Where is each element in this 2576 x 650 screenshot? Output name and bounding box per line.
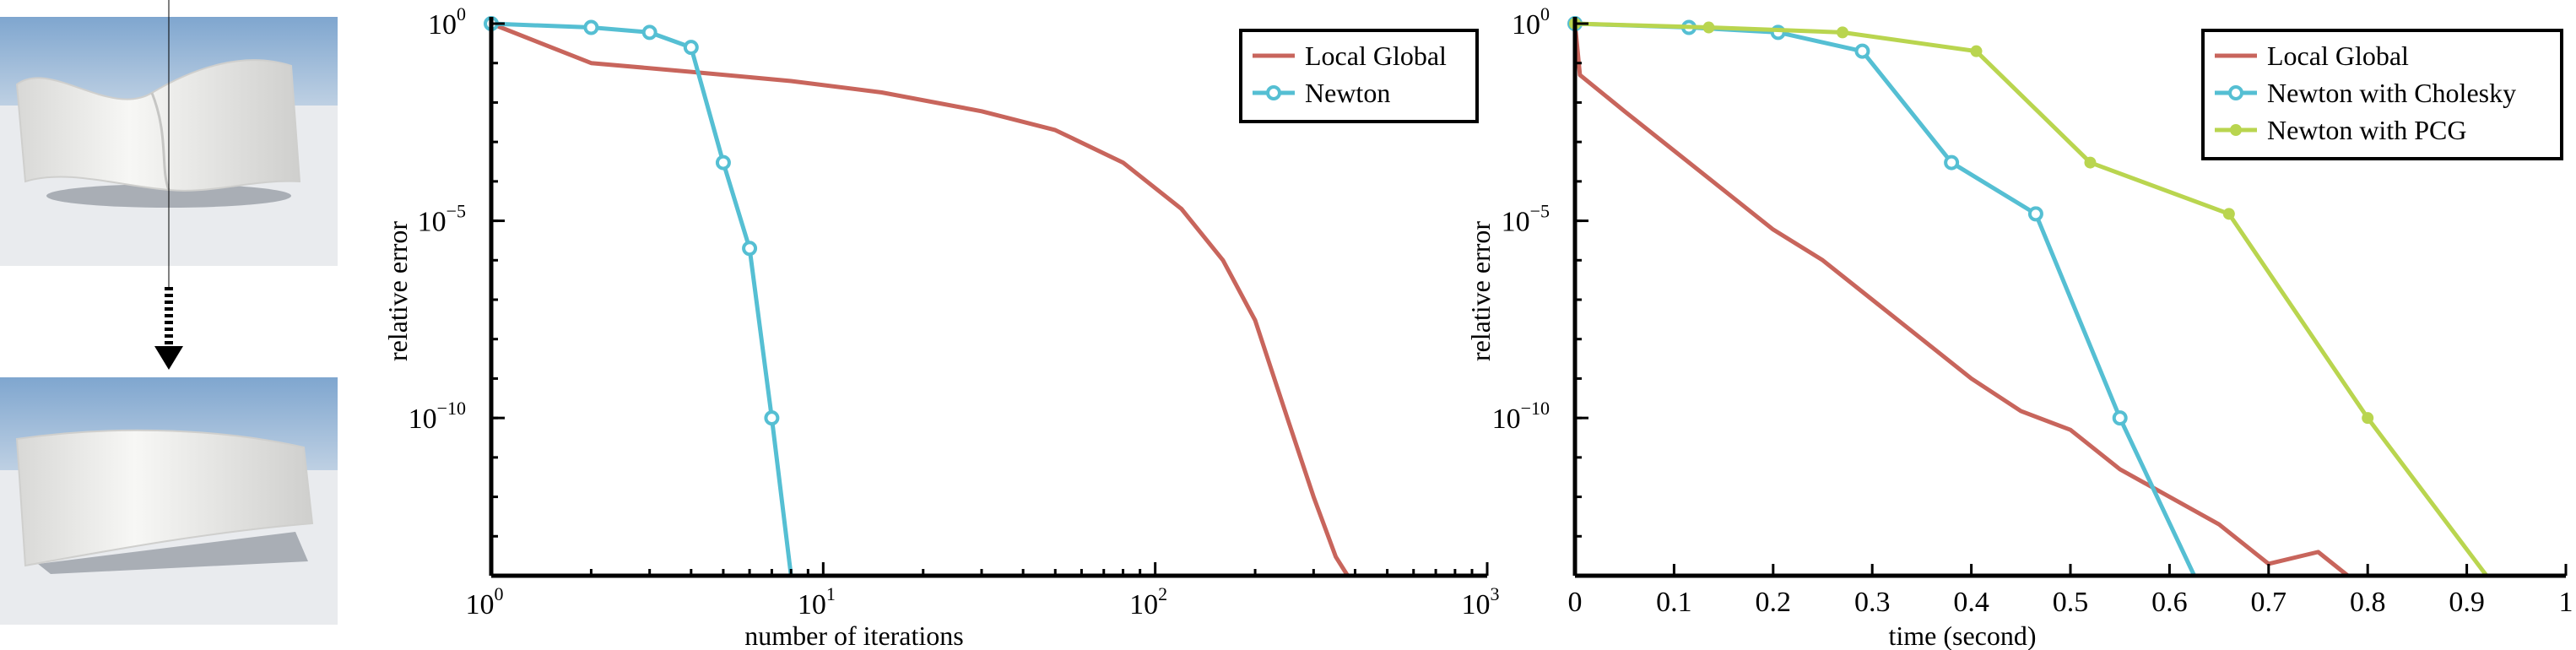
legend-frame — [2201, 29, 2563, 160]
legend-label: Local Global — [2267, 41, 2409, 71]
data-point — [764, 410, 780, 426]
x-tick-label: 101 — [798, 583, 836, 620]
y-tick-label: 100 — [428, 3, 466, 41]
legend-frame — [1239, 29, 1479, 123]
legend-label: Newton — [1305, 78, 1390, 108]
series-line-newton — [490, 21, 793, 577]
y-axis-label: relative error — [382, 221, 413, 361]
x-tick-label: 0.7 — [2251, 587, 2287, 618]
y-tick-label: 10−5 — [418, 201, 466, 238]
y-tick-label-exp: 0 — [457, 3, 466, 24]
legend-label: Newton with Cholesky — [2267, 78, 2516, 108]
x-tick-label: 0 — [1568, 587, 1583, 618]
y-tick-label-exp: 0 — [1540, 3, 1550, 24]
x-tick-label-base: 10 — [466, 589, 495, 620]
legend-marker — [2228, 85, 2243, 100]
x-axis-label: number of iterations — [744, 620, 963, 650]
x-tick-label-base: 10 — [1462, 589, 1491, 620]
x-tick-label-base: 10 — [798, 589, 826, 620]
x-tick-label: 0.4 — [1953, 587, 1989, 618]
x-tick-label-exp: 2 — [1158, 583, 1167, 604]
x-tick-label: 0.8 — [2350, 587, 2386, 618]
legend-marker — [2230, 124, 2242, 136]
x-tick-label: 100 — [466, 583, 504, 620]
x-tick-label: 0.3 — [1854, 587, 1891, 618]
series-line-newton-with-cholesky — [1574, 21, 2197, 577]
data-point — [742, 241, 758, 257]
y-tick-label-exp: −5 — [446, 201, 466, 222]
y-tick-label-base: 10 — [1512, 9, 1540, 41]
y-axis-label: relative error — [1465, 221, 1496, 361]
x-tick-label: 102 — [1129, 583, 1167, 620]
data-point — [2362, 412, 2374, 425]
x-tick-label: 1 — [2559, 587, 2573, 618]
x-tick-label: 0.1 — [1656, 587, 1692, 618]
x-tick-label: 0.6 — [2151, 587, 2188, 618]
y-tick-label-exp: −10 — [1521, 398, 1550, 419]
series-line-newton-with-pcg — [1574, 21, 2489, 577]
data-point — [1970, 45, 1983, 57]
y-tick-label-exp: −10 — [437, 398, 466, 419]
series-line-local-global — [490, 21, 1350, 577]
x-tick-label: 103 — [1462, 583, 1500, 620]
data-point — [2084, 156, 2097, 169]
data-point — [641, 24, 658, 41]
y-tick-label-base: 10 — [1492, 404, 1521, 435]
data-point — [715, 154, 731, 171]
data-point — [2222, 208, 2235, 220]
y-tick-label: 100 — [1512, 3, 1550, 41]
x-tick-label-exp: 1 — [826, 583, 836, 604]
x-tick-label-base: 10 — [1129, 589, 1158, 620]
y-tick-label: 10−10 — [409, 398, 466, 435]
legend-label: Newton with PCG — [2267, 115, 2466, 145]
untwisted-shape-thumbnail — [0, 377, 338, 625]
legend-marker — [1266, 85, 1281, 100]
thumbnail-panel — [0, 0, 338, 625]
x-tick-label-exp: 3 — [1491, 583, 1500, 604]
x-axis-label: time (second) — [1888, 620, 2036, 650]
data-point — [683, 40, 699, 56]
data-point — [2112, 410, 2128, 426]
dashed-down-arrow-icon — [154, 0, 183, 370]
data-point — [1854, 43, 1870, 59]
y-tick-label: 10−10 — [1492, 398, 1550, 435]
x-tick-label: 0.9 — [2449, 587, 2485, 618]
y-tick-label-exp: −5 — [1530, 201, 1550, 222]
data-point — [1702, 21, 1715, 34]
legend: Local Global Newton — [1239, 29, 1479, 123]
data-point — [1944, 154, 1960, 171]
y-tick-label-base: 10 — [409, 404, 437, 435]
x-tick-label-exp: 0 — [495, 583, 504, 604]
x-tick-label: 0.2 — [1756, 587, 1792, 618]
y-tick-label-base: 10 — [1502, 207, 1530, 238]
series-line-local-global — [1572, 23, 2350, 577]
data-point — [2027, 206, 2043, 222]
y-tick-label-base: 10 — [418, 207, 446, 238]
legend: Local Global Newton with Cholesky Newton w… — [2201, 29, 2563, 160]
data-point — [1836, 26, 1848, 39]
legend-label: Local Global — [1305, 41, 1447, 71]
data-point — [583, 19, 599, 35]
y-tick-label: 10−5 — [1502, 201, 1550, 238]
x-tick-label: 0.5 — [2053, 587, 2089, 618]
y-tick-label-base: 10 — [428, 9, 457, 41]
